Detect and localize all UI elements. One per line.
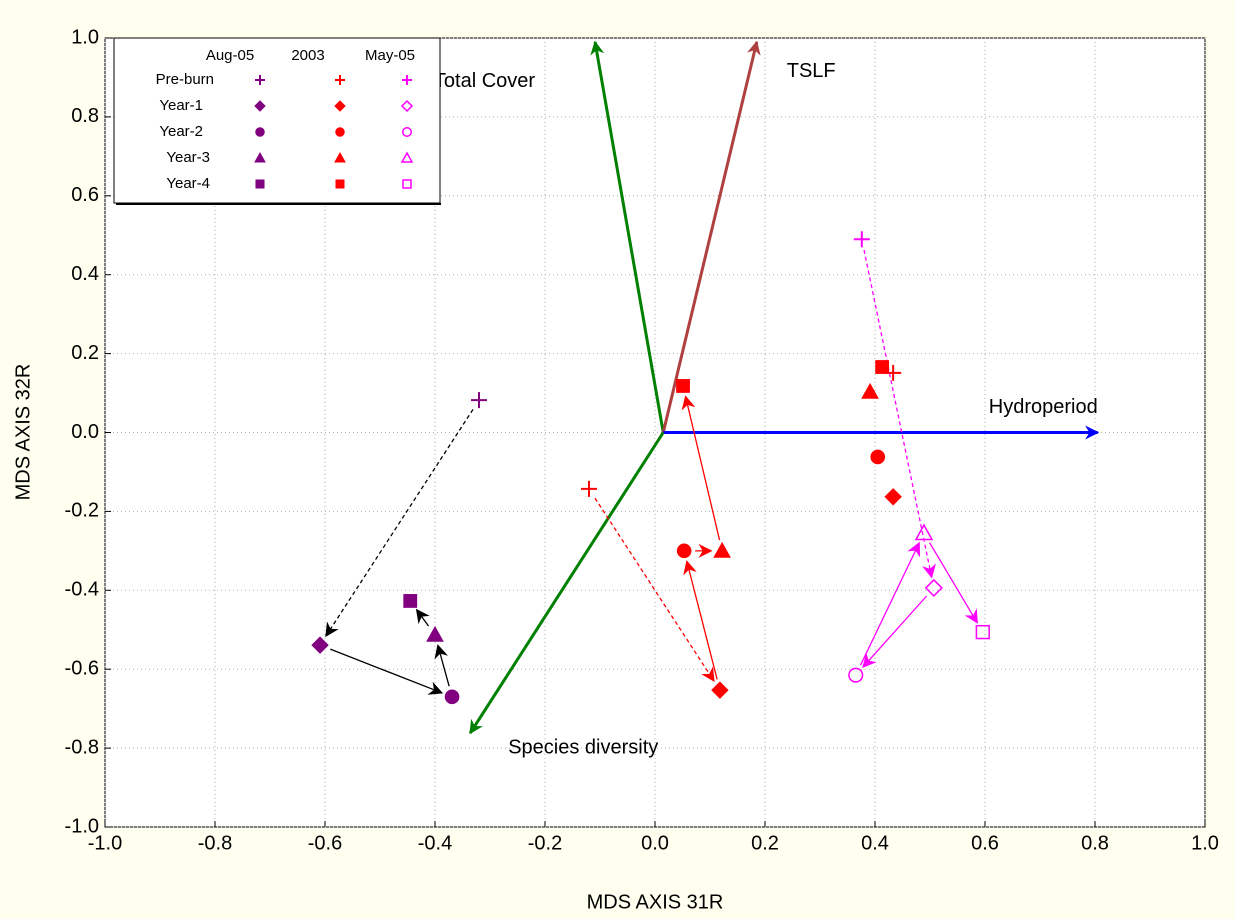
vector-arrow xyxy=(468,431,665,735)
marker-square xyxy=(335,179,345,189)
trajectory xyxy=(859,541,921,666)
marker-plus xyxy=(402,75,412,85)
marker-plus xyxy=(581,480,597,497)
x-tick-label: -0.8 xyxy=(198,832,232,854)
marker-circle xyxy=(402,127,412,137)
marker-diamond xyxy=(924,578,943,597)
marker-triangle xyxy=(426,625,444,642)
y-tick-label: -0.4 xyxy=(65,579,99,601)
y-tick-label: 0.8 xyxy=(71,105,99,127)
marker-diamond xyxy=(334,100,346,112)
marker-triangle xyxy=(400,151,414,163)
marker-diamond xyxy=(711,681,729,699)
marker-circle xyxy=(444,689,460,705)
marker-plus xyxy=(255,75,265,85)
y-tick-label: 0.0 xyxy=(71,421,99,443)
marker-circle xyxy=(335,127,345,137)
x-tick-label: 0.8 xyxy=(1081,832,1109,854)
marker-triangle xyxy=(861,382,879,399)
y-tick-label: -0.6 xyxy=(65,657,99,679)
marker-triangle xyxy=(334,151,346,163)
marker-circle xyxy=(848,667,864,683)
x-tick-label: -1.0 xyxy=(88,832,122,854)
trajectory xyxy=(862,595,927,668)
legend: Aug-05 2003 May-05 Pre-burn Year-1 Year-2 Year… xyxy=(113,37,441,205)
legend-row-label: Year-3 xyxy=(166,149,210,166)
marker-plus xyxy=(335,75,345,85)
vector-arrow xyxy=(661,40,761,433)
y-tick-label: -0.8 xyxy=(65,736,99,758)
vector-label: TSLF xyxy=(787,60,836,82)
vector-label: Species diversity xyxy=(508,736,658,758)
marker-triangle xyxy=(914,523,934,541)
marker-triangle xyxy=(713,541,731,558)
vector-label: Hydroperiod xyxy=(989,396,1098,418)
marker-square xyxy=(402,179,412,189)
x-axis-label: MDS AXIS 31R xyxy=(587,891,724,913)
trajectory xyxy=(330,648,444,695)
x-tick-label: 0.4 xyxy=(861,832,889,854)
legend-header: Aug-05 xyxy=(206,47,254,64)
marker-circle xyxy=(870,449,886,465)
trajectory xyxy=(683,560,718,680)
trajectory xyxy=(434,644,450,687)
marker-diamond xyxy=(254,100,266,112)
x-tick-label: 0.2 xyxy=(751,832,779,854)
x-tick-label: 0.0 xyxy=(641,832,669,854)
trajectory xyxy=(415,608,430,627)
legend-box xyxy=(113,37,441,204)
y-axis-label: MDS AXIS 32R xyxy=(12,364,34,501)
marker-plus xyxy=(471,392,487,409)
x-tick-label: 1.0 xyxy=(1191,832,1219,854)
y-tick-label: 1.0 xyxy=(71,26,99,48)
marker-diamond xyxy=(884,488,902,506)
legend-header: 2003 xyxy=(291,47,324,64)
vector-arrow xyxy=(590,40,665,433)
y-tick-label: 0.4 xyxy=(71,263,99,285)
marker-circle xyxy=(676,543,692,559)
legend-row-label: Pre-burn xyxy=(156,71,214,88)
marker-plus xyxy=(853,231,870,248)
legend-row-label: Year-2 xyxy=(159,123,203,140)
vector-label: Total Cover xyxy=(434,70,535,92)
legend-header: May-05 xyxy=(365,47,415,64)
marker-square xyxy=(676,379,690,393)
marker-triangle xyxy=(254,151,266,163)
y-tick-label: -1.0 xyxy=(65,815,99,837)
x-tick-label: -0.2 xyxy=(528,832,562,854)
marker-square xyxy=(975,624,990,640)
marker-circle xyxy=(255,127,265,137)
marker-diamond xyxy=(311,636,329,654)
marker-square xyxy=(255,179,265,189)
x-tick-label: -0.6 xyxy=(308,832,342,854)
trajectory xyxy=(681,395,721,541)
marker-diamond xyxy=(400,99,414,113)
trajectory xyxy=(594,497,715,683)
x-tick-label: 0.6 xyxy=(971,832,999,854)
trajectory xyxy=(929,542,978,624)
trajectory xyxy=(325,409,474,638)
marker-square xyxy=(403,594,418,608)
y-tick-label: 0.6 xyxy=(71,184,99,206)
y-tick-label: 0.2 xyxy=(71,342,99,364)
x-tick-label: -0.4 xyxy=(418,832,452,854)
y-tick-label: -0.2 xyxy=(65,500,99,522)
legend-row-label: Year-1 xyxy=(159,97,203,114)
marker-square xyxy=(875,360,890,374)
legend-row-label: Year-4 xyxy=(166,175,210,192)
